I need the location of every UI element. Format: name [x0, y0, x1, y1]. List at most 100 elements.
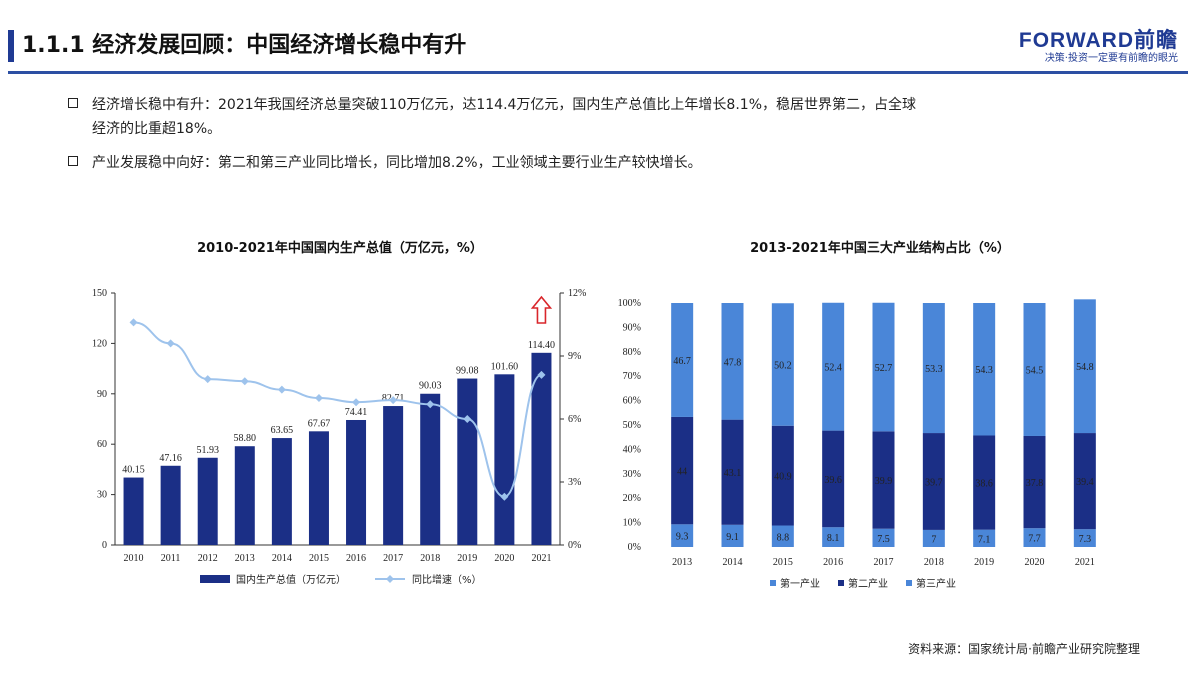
- x-tick-label: 2015: [309, 553, 329, 564]
- gdp-bar: [457, 378, 478, 545]
- stack-data-label: 54.8: [1076, 362, 1094, 373]
- x-tick-label: 2021: [1075, 557, 1095, 568]
- stack-data-label: 39.4: [1076, 477, 1094, 488]
- chart-title: 2013-2021年中国三大产业结构占比（%）: [750, 240, 1010, 256]
- legend-swatch-1: [770, 580, 776, 586]
- gdp-bar: [420, 393, 441, 545]
- y-tick-label: 10%: [623, 518, 641, 529]
- stack-segment-1: [721, 524, 744, 547]
- stack-segment-1: [1073, 529, 1096, 547]
- stack-data-label: 50.2: [774, 360, 792, 371]
- y-tick-label: 60: [97, 439, 107, 450]
- stack-segment-2: [973, 435, 996, 530]
- stack-segment-1: [822, 527, 845, 547]
- stack-data-label: 54.3: [975, 365, 993, 376]
- logo-text: FORWARD前瞻: [1018, 29, 1178, 52]
- gdp-bar: [308, 431, 329, 545]
- industry-structure-chart: 2013-2021年中国三大产业结构占比（%） 0% 10% 20% 30% 40% 50%…: [618, 240, 1096, 590]
- legend-label: 第二产业: [848, 577, 888, 590]
- logo-slogan: 决策·投资一定要有前瞻的眼光: [1044, 53, 1178, 64]
- x-tick-label: 2018: [924, 557, 944, 568]
- growth-line: [133, 321, 542, 498]
- stack-segment-3: [1073, 299, 1096, 434]
- gdp-data-label: 51.93: [196, 445, 219, 456]
- y-tick-label: 90: [97, 389, 107, 400]
- stack-data-label: 44: [677, 467, 687, 478]
- y-tick-label: 150: [92, 288, 107, 299]
- y2-tick-label: 12%: [568, 288, 586, 299]
- legend-label-growth: 同比增速（%）: [412, 573, 482, 586]
- gdp-data-label: 101.60: [491, 361, 519, 372]
- stack-segment-1: [922, 529, 945, 547]
- header-divider: [8, 71, 1188, 74]
- stack-segment-3: [822, 302, 845, 431]
- growth-point: [389, 396, 398, 405]
- stack-data-label: 52.7: [875, 363, 893, 374]
- legend-label: 第一产业: [780, 577, 820, 590]
- x-tick-label: 2014: [272, 553, 292, 564]
- brand-logo: FORWARD前瞻 决策·投资一定要有前瞻的眼光: [1019, 30, 1178, 66]
- growth-point: [500, 492, 509, 501]
- growth-point: [240, 377, 249, 386]
- y2-tick-label: 9%: [568, 351, 581, 362]
- x-tick-label: 2010: [124, 553, 144, 564]
- square-bullet-icon: [68, 156, 78, 166]
- x-tick-label: 2017: [383, 553, 403, 564]
- gdp-data-label: 67.67: [308, 418, 331, 429]
- stack-segment-3: [1023, 303, 1046, 436]
- x-tick-label: 2014: [723, 557, 743, 568]
- title-accent-bar: [8, 30, 14, 62]
- gdp-bar: [234, 446, 255, 545]
- stack-data-label: 7.7: [1028, 534, 1041, 545]
- x-tick-label: 2011: [161, 553, 181, 564]
- page-title: 1.1.1 经济发展回顾：中国经济增长稳中有升: [22, 33, 467, 58]
- stack-data-label: 38.6: [975, 479, 993, 490]
- x-tick-label: 2021: [531, 553, 551, 564]
- y-tick-label: 100%: [618, 298, 641, 309]
- gdp-data-label: 47.16: [159, 453, 182, 464]
- gdp-data-label: 99.08: [456, 366, 479, 377]
- stack-segment-1: [771, 525, 794, 547]
- stack-data-label: 8.8: [777, 532, 790, 543]
- growth-point: [537, 370, 546, 379]
- stack-data-label: 47.8: [724, 357, 742, 368]
- y-tick-label: 80%: [623, 347, 641, 358]
- x-tick-label: 2019: [974, 557, 994, 568]
- stack-data-label: 7.5: [877, 534, 890, 545]
- bullet-text-continued: 经济的比重超18%。: [92, 121, 222, 137]
- stack-segment-3: [872, 302, 895, 432]
- legend-label: 第三产业: [916, 577, 956, 590]
- gdp-bar: [494, 374, 515, 545]
- x-tick-label: 2020: [494, 553, 514, 564]
- gdp-data-label: 63.65: [271, 425, 294, 436]
- stack-data-label: 8.1: [827, 533, 840, 544]
- x-tick-label: 2017: [874, 557, 894, 568]
- x-tick-label: 2020: [1025, 557, 1045, 568]
- growth-point: [314, 394, 323, 402]
- stack-segment-2: [822, 430, 845, 528]
- gdp-data-label: 74.41: [345, 407, 368, 418]
- stack-segment-1: [1023, 528, 1046, 547]
- stack-segment-2: [1073, 433, 1096, 530]
- stack-data-label: 54.5: [1026, 365, 1044, 376]
- stack-data-label: 39.7: [925, 477, 943, 488]
- growth-point: [277, 385, 286, 394]
- gdp-data-label: 114.40: [528, 340, 555, 351]
- x-tick-label: 2013: [672, 557, 692, 568]
- x-tick-label: 2016: [346, 553, 366, 564]
- stack-data-label: 9.1: [726, 532, 739, 543]
- growth-point: [426, 400, 435, 409]
- stack-segment-3: [721, 303, 744, 420]
- y-tick-label: 0: [102, 540, 107, 551]
- legend-swatch-2: [838, 580, 844, 586]
- stack-data-label: 7: [931, 534, 936, 545]
- stack-data-label: 43.1: [724, 468, 742, 479]
- y-tick-label: 60%: [623, 396, 641, 407]
- y2-tick-label: 6%: [568, 414, 581, 425]
- stack-segment-2: [771, 425, 794, 526]
- bullet-text: 产业发展稳中向好：第二和第三产业同比增长，同比增加8.2%，工业领域主要行业生产…: [92, 155, 702, 171]
- y-tick-label: 90%: [623, 322, 641, 333]
- y-tick-label: 40%: [623, 444, 641, 455]
- x-tick-label: 2013: [235, 553, 255, 564]
- stack-data-label: 7.1: [978, 534, 991, 545]
